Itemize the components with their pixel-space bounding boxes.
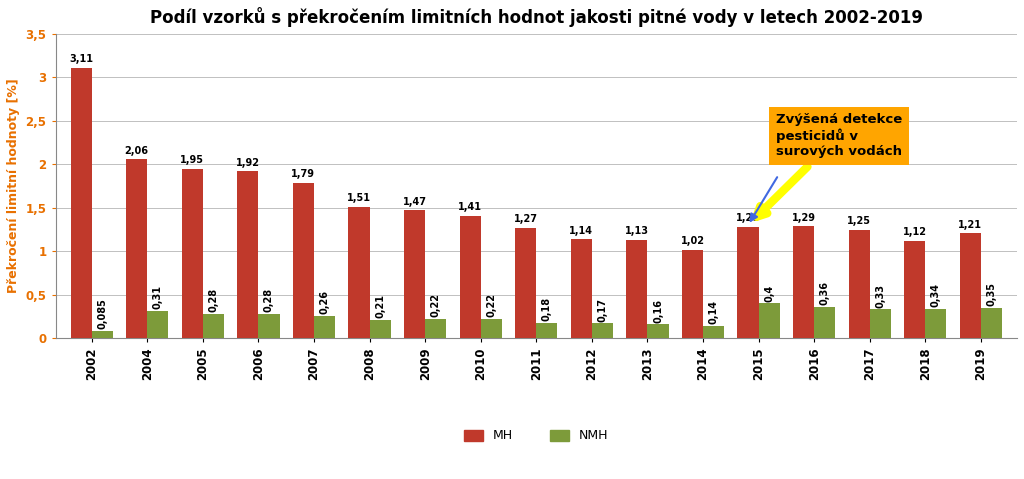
Bar <box>627 240 647 338</box>
Text: 2,06: 2,06 <box>125 146 148 156</box>
Text: 3,11: 3,11 <box>69 55 93 65</box>
Text: 1,28: 1,28 <box>736 214 760 224</box>
Bar <box>682 250 703 338</box>
Bar <box>737 227 759 338</box>
Text: 0,18: 0,18 <box>542 297 552 321</box>
Bar <box>981 308 1002 338</box>
Text: 0,36: 0,36 <box>820 281 829 305</box>
Text: 1,12: 1,12 <box>903 228 927 238</box>
Text: 1,95: 1,95 <box>180 155 204 165</box>
Text: 0,14: 0,14 <box>709 300 719 324</box>
Text: 1,27: 1,27 <box>514 214 538 224</box>
Legend: MH, NMH: MH, NMH <box>459 424 613 447</box>
Bar <box>592 323 613 338</box>
Bar <box>904 241 926 338</box>
Bar <box>238 171 258 338</box>
Bar <box>126 159 147 338</box>
Text: 1,79: 1,79 <box>292 169 315 179</box>
Text: 0,085: 0,085 <box>97 298 108 329</box>
Bar <box>647 324 669 338</box>
Bar <box>926 308 946 338</box>
Bar <box>460 216 480 338</box>
Text: 0,16: 0,16 <box>653 298 663 322</box>
Text: 1,13: 1,13 <box>625 227 649 237</box>
Bar <box>370 320 391 338</box>
Bar <box>537 322 557 338</box>
Title: Podíl vzorků s překročením limitních hodnot jakosti pitné vody v letech 2002-201: Podíl vzorků s překročením limitních hod… <box>150 7 923 27</box>
Bar <box>759 303 779 338</box>
Y-axis label: Překročení limitní hodnoty [%]: Překročení limitní hodnoty [%] <box>7 79 19 294</box>
Bar <box>71 68 92 338</box>
Bar <box>258 314 280 338</box>
Text: 0,26: 0,26 <box>319 290 330 314</box>
Bar <box>849 229 869 338</box>
Text: 1,51: 1,51 <box>347 194 371 204</box>
Text: 0,4: 0,4 <box>764 285 774 302</box>
Text: 0,28: 0,28 <box>208 288 218 312</box>
Bar <box>181 169 203 338</box>
Text: 0,31: 0,31 <box>153 285 163 309</box>
Text: 1,21: 1,21 <box>958 219 982 229</box>
Text: 0,28: 0,28 <box>264 288 274 312</box>
Bar <box>425 319 446 338</box>
Bar <box>480 319 502 338</box>
Text: 1,25: 1,25 <box>847 216 871 226</box>
Text: Zvýšená detekce
pesticidů v
surových vodách: Zvýšená detekce pesticidů v surových vod… <box>757 113 902 217</box>
Text: 1,14: 1,14 <box>569 226 593 236</box>
Bar <box>869 309 891 338</box>
Text: 0,21: 0,21 <box>375 294 385 318</box>
Text: 0,34: 0,34 <box>931 283 941 307</box>
Bar <box>793 226 814 338</box>
Text: 1,47: 1,47 <box>402 197 427 207</box>
Bar <box>147 311 168 338</box>
Bar <box>348 207 370 338</box>
Bar <box>703 326 724 338</box>
Bar <box>404 210 425 338</box>
Bar <box>814 307 836 338</box>
Text: 0,22: 0,22 <box>486 293 497 317</box>
Bar <box>92 331 113 338</box>
Bar <box>959 233 981 338</box>
Text: 1,92: 1,92 <box>236 158 260 168</box>
Text: 0,35: 0,35 <box>986 282 996 306</box>
Bar <box>203 314 224 338</box>
Text: 0,33: 0,33 <box>876 284 886 308</box>
Bar <box>293 182 314 338</box>
Text: 1,29: 1,29 <box>792 213 816 223</box>
Bar <box>515 228 537 338</box>
Bar <box>570 239 592 338</box>
Text: 1,02: 1,02 <box>681 236 705 246</box>
Text: 0,22: 0,22 <box>431 293 440 317</box>
Text: 0,17: 0,17 <box>597 297 607 321</box>
Text: 1,41: 1,41 <box>458 202 482 212</box>
Bar <box>314 316 335 338</box>
